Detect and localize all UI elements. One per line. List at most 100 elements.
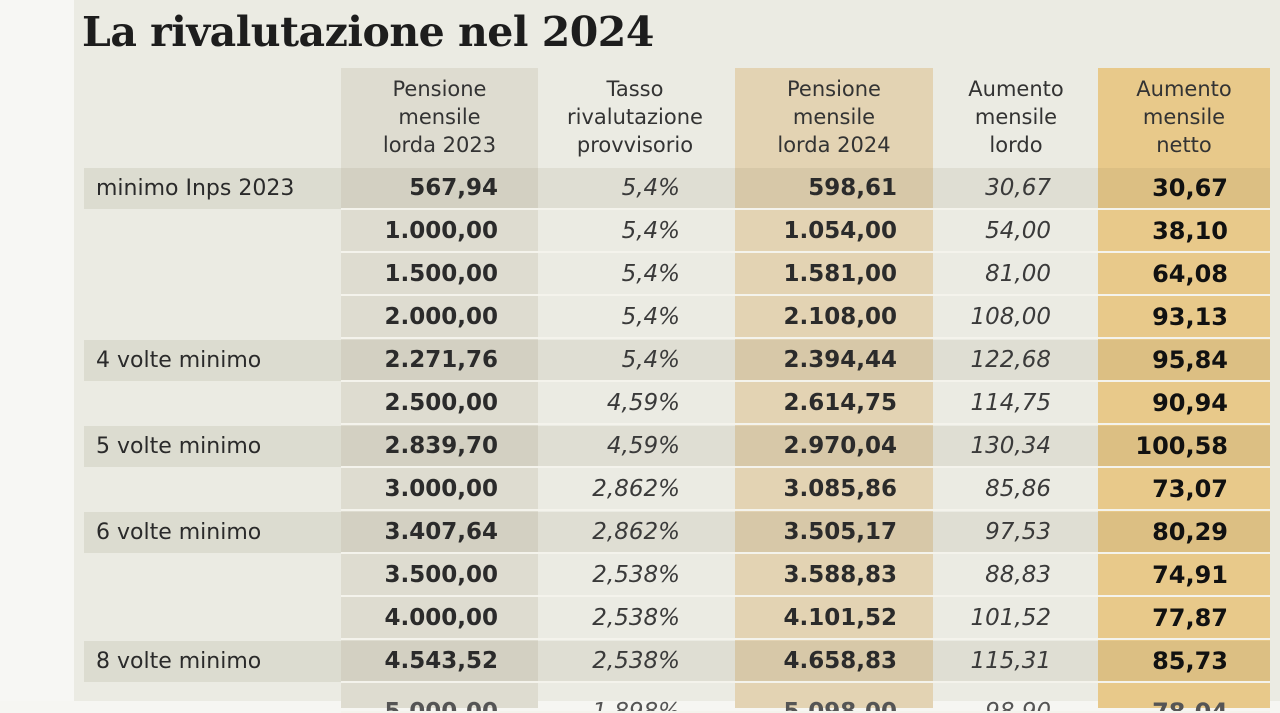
cell-aumento-netto: 73,07 <box>1152 475 1228 503</box>
cell-aumento-netto: 100,58 <box>1135 432 1228 460</box>
cell-tasso: 2,538% <box>592 562 680 588</box>
row-separator <box>341 638 1270 640</box>
row-label-background <box>84 168 341 209</box>
cell-aumento-lordo: 97,53 <box>985 519 1051 545</box>
cell-pensione-2024: 3.085,86 <box>783 476 898 502</box>
table-row: 1.500,00 5,4% 1.581,00 81,00 64,08 <box>84 253 1270 296</box>
row-separator <box>341 208 1270 210</box>
row-shade <box>341 512 1270 553</box>
cell-pensione-2023: 1.500,00 <box>384 261 499 287</box>
pension-table: minimo Inps 2023 567,94 5,4% 598,61 30,67 30,… <box>84 167 1270 713</box>
header-aumento-lordo: Aumento mensile lordo <box>968 77 1064 157</box>
row-separator <box>341 251 1270 253</box>
cell-aumento-netto: 38,10 <box>1152 217 1228 245</box>
cell-aumento-lordo: 85,86 <box>985 476 1051 502</box>
cell-aumento-lordo: 130,34 <box>970 433 1051 459</box>
cell-tasso: 1,898% <box>592 699 680 713</box>
cell-aumento-netto: 30,67 <box>1152 174 1228 202</box>
cell-pensione-2023: 2.500,00 <box>384 390 499 416</box>
cell-aumento-netto: 93,13 <box>1152 303 1228 331</box>
table-row: 4 volte minimo 2.271,76 5,4% 2.394,44 122,68… <box>84 339 1270 382</box>
header-pensione-2024: Pensione mensile lorda 2024 <box>777 77 891 157</box>
table-row: 5.000,00 1,898% 5.098,00 98,90 78,04 <box>84 683 1270 713</box>
table-title: La rivalutazione nel 2024 <box>82 8 654 56</box>
cell-tasso: 2,538% <box>592 605 680 631</box>
cell-tasso: 5,4% <box>621 218 680 244</box>
table-row: 6 volte minimo 3.407,64 2,862% 3.505,17 97,5… <box>84 511 1270 554</box>
cell-pensione-2023: 3.000,00 <box>384 476 499 502</box>
cell-tasso: 2,862% <box>592 476 680 502</box>
table-row: 3.000,00 2,862% 3.085,86 85,86 73,07 <box>84 468 1270 511</box>
cell-aumento-netto: 78,04 <box>1152 698 1228 713</box>
table-row: 8 volte minimo 4.543,52 2,538% 4.658,83 115,… <box>84 640 1270 683</box>
row-shade <box>341 168 1270 209</box>
row-separator <box>341 423 1270 425</box>
cell-aumento-lordo: 114,75 <box>970 390 1051 416</box>
column-band-pensione-2023 <box>341 68 538 708</box>
row-label-background <box>84 512 341 553</box>
cell-aumento-lordo: 108,00 <box>970 304 1051 330</box>
cell-pensione-2023: 2.000,00 <box>384 304 499 330</box>
cell-aumento-lordo: 98,90 <box>985 699 1051 713</box>
cell-pensione-2023: 567,94 <box>409 175 498 201</box>
table-row: 5 volte minimo 2.839,70 4,59% 2.970,04 130,3… <box>84 425 1270 468</box>
row-label-background <box>84 426 341 467</box>
cell-aumento-netto: 80,29 <box>1152 518 1228 546</box>
cell-pensione-2023: 2.839,70 <box>384 433 499 459</box>
cell-pensione-2024: 2.394,44 <box>783 347 898 373</box>
cell-pensione-2024: 3.588,83 <box>783 562 898 588</box>
cell-tasso: 5,4% <box>621 347 680 373</box>
cell-pensione-2024: 2.970,04 <box>783 433 898 459</box>
page-margin <box>0 0 74 701</box>
cell-tasso: 5,4% <box>621 261 680 287</box>
header-aumento-netto: Aumento mensile netto <box>1136 77 1232 157</box>
cell-pensione-2024: 2.614,75 <box>783 390 898 416</box>
cell-pensione-2024: 2.108,00 <box>783 304 898 330</box>
cell-pensione-2024: 4.101,52 <box>783 605 898 631</box>
cell-tasso: 4,59% <box>606 433 680 459</box>
row-label-background <box>84 340 341 381</box>
row-label: minimo Inps 2023 <box>96 176 295 201</box>
row-separator <box>341 466 1270 468</box>
header-pensione-2023: Pensione mensile lorda 2023 <box>382 77 497 157</box>
cell-aumento-netto: 74,91 <box>1152 561 1228 589</box>
cell-tasso: 4,59% <box>606 390 680 416</box>
row-shade <box>341 426 1270 467</box>
cell-pensione-2024: 598,61 <box>808 175 897 201</box>
cell-pensione-2024: 4.658,83 <box>783 648 898 674</box>
cell-pensione-2023: 2.271,76 <box>384 347 499 373</box>
cell-pensione-2024: 5.098,00 <box>783 699 898 713</box>
cell-pensione-2023: 4.543,52 <box>384 648 499 674</box>
column-band-pensione-2024 <box>735 68 933 708</box>
row-separator <box>341 552 1270 554</box>
cell-aumento-lordo: 54,00 <box>985 218 1051 244</box>
header-tasso-rivalutazione: Tasso rivalutazione provvisorio <box>567 77 703 157</box>
cell-pensione-2024: 1.581,00 <box>783 261 898 287</box>
column-band-aumento-netto <box>1098 68 1270 708</box>
cell-aumento-netto: 95,84 <box>1152 346 1228 374</box>
row-separator <box>341 681 1270 683</box>
cell-aumento-netto: 90,94 <box>1152 389 1228 417</box>
row-label: 8 volte minimo <box>96 649 262 674</box>
cell-pensione-2023: 1.000,00 <box>384 218 499 244</box>
cell-aumento-lordo: 30,67 <box>985 175 1051 201</box>
row-label: 5 volte minimo <box>96 434 262 459</box>
table-row: minimo Inps 2023 567,94 5,4% 598,61 30,67 30,… <box>84 167 1270 210</box>
cell-aumento-lordo: 88,83 <box>985 562 1051 588</box>
row-separator <box>341 337 1270 339</box>
cell-aumento-netto: 85,73 <box>1152 647 1228 675</box>
cell-aumento-lordo: 101,52 <box>970 605 1051 631</box>
cell-pensione-2023: 3.407,64 <box>384 519 499 545</box>
row-separator <box>341 595 1270 597</box>
row-separator <box>341 294 1270 296</box>
row-separator <box>341 380 1270 382</box>
row-label: 4 volte minimo <box>96 348 262 373</box>
table-row: 1.000,00 5,4% 1.054,00 54,00 38,10 <box>84 210 1270 253</box>
row-shade <box>341 641 1270 682</box>
cell-aumento-lordo: 81,00 <box>985 261 1051 287</box>
table-row: 4.000,00 2,538% 4.101,52 101,52 77,87 <box>84 597 1270 640</box>
cell-pensione-2024: 1.054,00 <box>783 218 898 244</box>
cell-pensione-2023: 4.000,00 <box>384 605 499 631</box>
row-shade <box>341 340 1270 381</box>
row-separator <box>341 509 1270 511</box>
